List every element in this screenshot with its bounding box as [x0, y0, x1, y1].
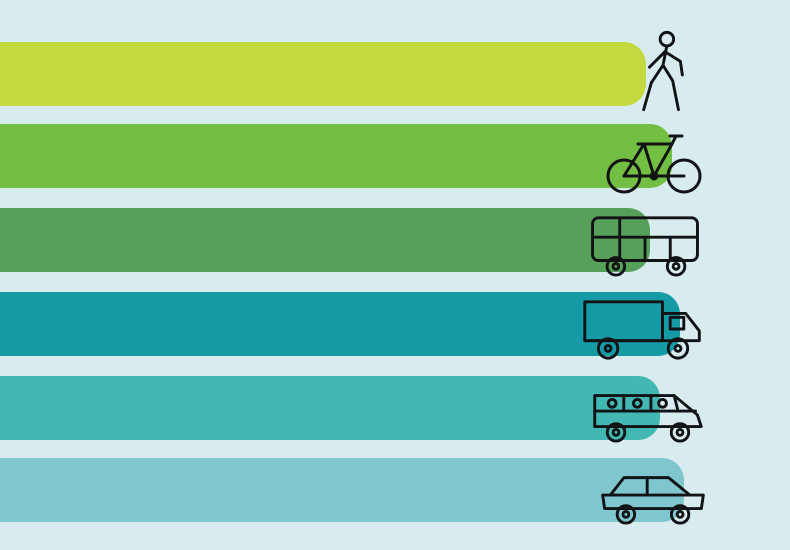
- car-icon: [596, 466, 710, 526]
- truck-icon: [580, 296, 708, 362]
- bar-bike: [0, 124, 672, 188]
- bicycle-icon: [604, 130, 704, 194]
- bar-truck: [0, 292, 680, 356]
- pedestrian-icon: [634, 28, 692, 116]
- bus-icon: [586, 210, 704, 278]
- bar-walk: [0, 42, 646, 106]
- bar-van: [0, 376, 660, 440]
- infographic-canvas: [0, 0, 790, 550]
- bar-car: [0, 458, 684, 522]
- bar-bus: [0, 208, 650, 272]
- van-icon: [588, 382, 708, 444]
